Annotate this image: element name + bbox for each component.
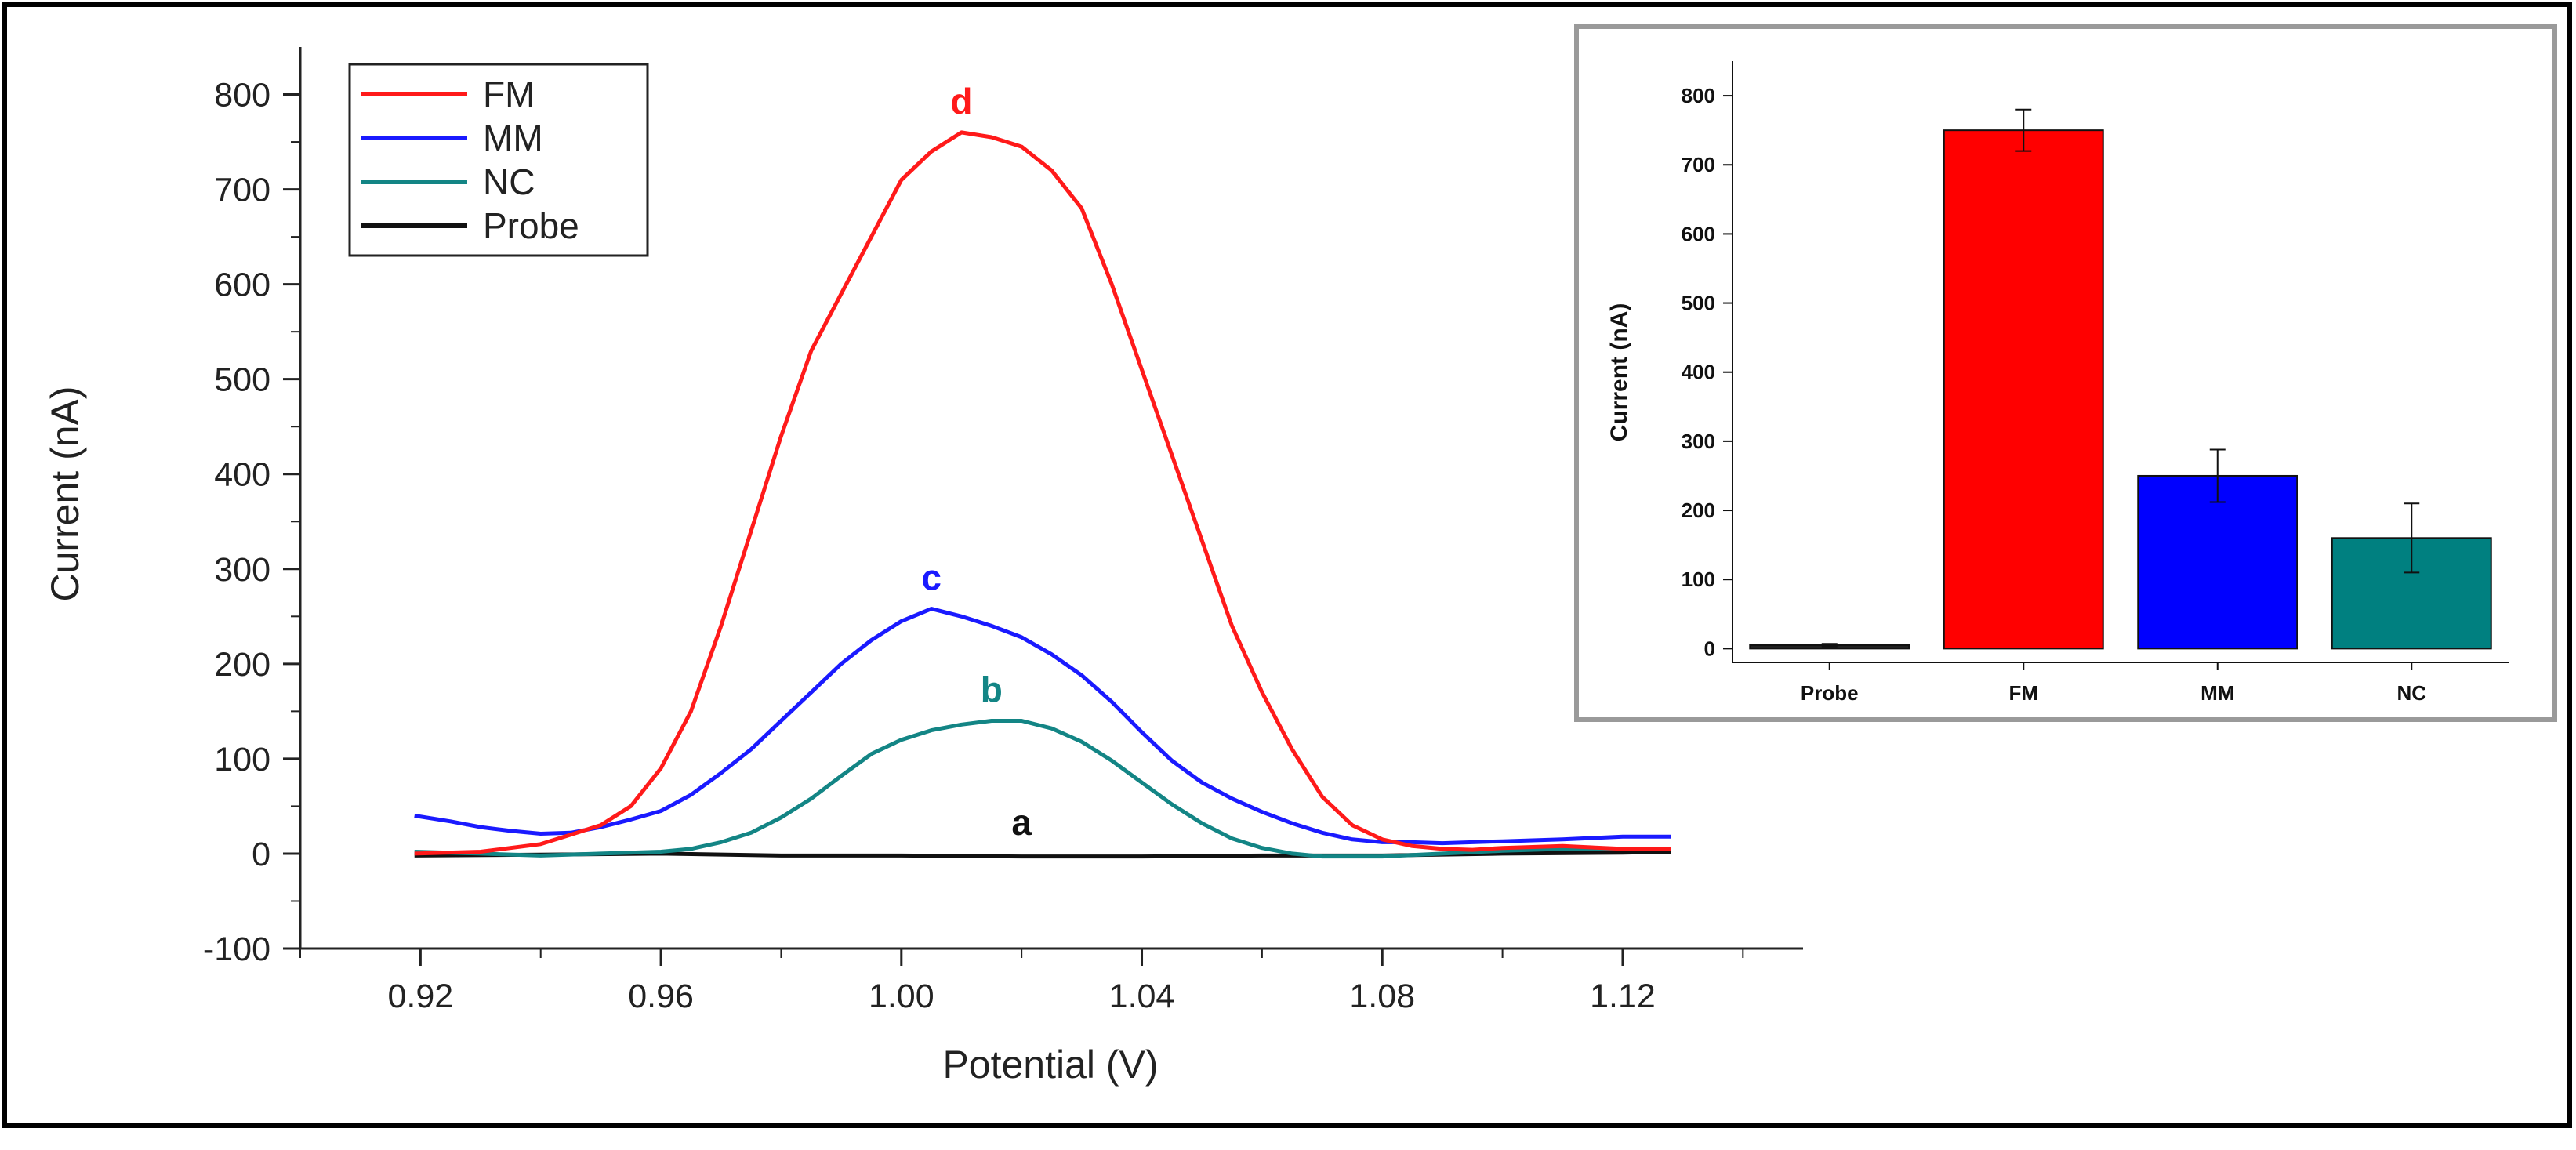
- main-y-tick-label: 400: [214, 456, 270, 494]
- inset-x-tick-label: FM: [2008, 681, 2038, 705]
- inset-y-axis-label: Current (nA): [1606, 303, 1632, 442]
- main-x-tick-label: 1.08: [1349, 978, 1415, 1015]
- main-y-tick-label: 500: [214, 361, 270, 399]
- inset-x-tick-label: NC: [2396, 681, 2426, 705]
- main-y-tick-label: 600: [214, 267, 270, 304]
- curve-label-d: d: [950, 81, 972, 122]
- legend-label-fm: FM: [483, 74, 535, 114]
- curve-label-c: c: [921, 557, 942, 598]
- curve-label-b: b: [981, 669, 1003, 709]
- inset-plot-area: 0 100 200 300 400 500 600 700 800 Probe FM MM NC: [1682, 61, 2509, 705]
- series-line-fm: [414, 130, 1671, 856]
- main-x-tick-label: 1.00: [869, 978, 934, 1015]
- curve-label-a: a: [1011, 802, 1032, 843]
- main-y-axis-label: Current (nA): [43, 386, 87, 601]
- inset-y-tick-label: 800: [1682, 84, 1715, 107]
- main-x-axis-label: Potential (V): [942, 1043, 1158, 1087]
- inset-x-tick-label: Probe: [1801, 681, 1859, 705]
- main-x-tick-label: 1.04: [1109, 978, 1175, 1015]
- main-y-tick-label: 0: [252, 836, 270, 873]
- main-x-tick-label: 0.96: [628, 978, 694, 1015]
- main-y-tick-label: -100: [203, 931, 270, 968]
- series-line-nc: [414, 719, 1671, 859]
- inset-y-tick-label: 500: [1682, 292, 1715, 315]
- main-x-tick-label: 0.92: [388, 978, 454, 1015]
- legend-label-probe: Probe: [483, 205, 579, 246]
- main-y-tick-label: 100: [214, 741, 270, 778]
- inset-y-tick-label: 0: [1704, 637, 1715, 660]
- inset-y-tick-label: 600: [1682, 222, 1715, 245]
- inset-bar-mm: [2137, 474, 2298, 650]
- inset-y-tick-label: 200: [1682, 499, 1715, 522]
- inset-bar-fm: [1943, 129, 2104, 650]
- main-y-tick-label: 800: [214, 77, 270, 114]
- inset-y-tick-label: 300: [1682, 430, 1715, 453]
- legend-label-mm: MM: [483, 118, 543, 158]
- main-plot-area: -100 0 100 200 300 400 500 600 700 800 0.92 0.96 1.0…: [203, 47, 1803, 1015]
- legend-label-nc: NC: [483, 161, 535, 202]
- inset-x-tick-label: MM: [2200, 681, 2234, 705]
- main-y-tick-label: 700: [214, 172, 270, 209]
- main-y-tick-label: 200: [214, 646, 270, 684]
- figure-border: [2, 2, 2572, 1128]
- main-x-tick-label: 1.12: [1590, 978, 1656, 1015]
- main-y-tick-label: 300: [214, 551, 270, 589]
- inset-y-tick-label: 100: [1682, 568, 1715, 591]
- inset-y-tick-label: 700: [1682, 153, 1715, 176]
- inset-y-tick-label: 400: [1682, 361, 1715, 384]
